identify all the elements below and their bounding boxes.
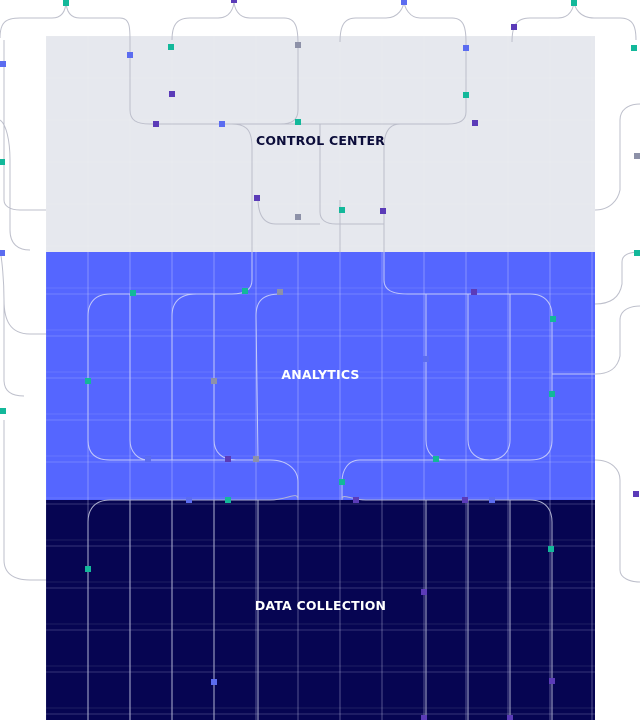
- data-node: [0, 61, 6, 67]
- connector-line: [341, 252, 553, 500]
- connector-line: [3, 299, 46, 335]
- data-node: [85, 378, 91, 384]
- data-node: [242, 288, 248, 294]
- connector-line: [383, 123, 401, 252]
- data-node: [401, 0, 407, 5]
- connector-line: [257, 197, 320, 225]
- connector-line: [594, 103, 640, 211]
- data-node: [631, 45, 637, 51]
- connector-line: [3, 40, 46, 211]
- data-node: [634, 153, 640, 159]
- data-node: [511, 24, 517, 30]
- connector-line: [594, 459, 640, 583]
- connector-line: [171, 0, 235, 41]
- connector-line: [467, 294, 491, 461]
- data-node: [231, 0, 237, 3]
- data-node: [254, 195, 260, 201]
- data-node: [169, 91, 175, 97]
- data-node: [339, 479, 345, 485]
- data-node: [225, 497, 231, 503]
- layer-analytics: [46, 252, 595, 500]
- connector-line: [3, 420, 46, 581]
- connector-line: [341, 495, 553, 720]
- data-node: [634, 250, 640, 256]
- connector-line: [232, 0, 299, 125]
- connector-line: [231, 123, 253, 252]
- data-node: [423, 356, 429, 362]
- data-node: [548, 546, 554, 552]
- data-node: [295, 214, 301, 220]
- data-node: [633, 491, 639, 497]
- connector-line: [0, 0, 67, 39]
- data-node: [219, 121, 225, 127]
- connector-line: [319, 124, 384, 225]
- connector-line: [129, 294, 149, 461]
- connector-line: [489, 294, 511, 461]
- data-node: [277, 289, 283, 295]
- data-node: [0, 159, 5, 165]
- data-node: [0, 250, 5, 256]
- connector-line: [171, 293, 197, 461]
- data-node: [168, 44, 174, 50]
- data-node: [211, 378, 217, 384]
- data-node: [153, 121, 159, 127]
- data-node: [549, 678, 555, 684]
- data-node: [463, 45, 469, 51]
- data-node: [225, 456, 231, 462]
- data-node: [253, 456, 259, 462]
- connector-line: [400, 0, 467, 125]
- connector-line: [573, 0, 637, 41]
- data-node: [127, 52, 133, 58]
- data-node: [421, 715, 427, 720]
- connector-line: [425, 294, 447, 461]
- data-node: [421, 589, 427, 595]
- data-node: [339, 207, 345, 213]
- data-node: [472, 120, 478, 126]
- connector-line: [0, 119, 31, 251]
- data-node: [463, 92, 469, 98]
- data-node: [130, 290, 136, 296]
- data-node: [380, 208, 386, 214]
- data-node: [353, 497, 359, 503]
- data-node: [550, 316, 556, 322]
- data-node: [63, 0, 69, 6]
- connector-line: [0, 249, 25, 397]
- data-node: [0, 408, 6, 414]
- data-node: [295, 119, 301, 125]
- data-node: [186, 497, 192, 503]
- data-node: [145, 456, 151, 462]
- data-node: [462, 497, 468, 503]
- connector-line: [255, 293, 281, 461]
- data-node: [211, 679, 217, 685]
- connector-line: [594, 251, 640, 305]
- connector-line: [594, 305, 640, 375]
- data-node: [85, 566, 91, 572]
- data-node: [571, 0, 577, 6]
- data-node: [549, 391, 555, 397]
- connector-line: [87, 495, 299, 720]
- data-node: [471, 289, 477, 295]
- connector-line: [339, 0, 405, 43]
- connector-line: [65, 0, 151, 125]
- data-node: [489, 497, 495, 503]
- data-node: [433, 456, 439, 462]
- layer-data-collection: [46, 500, 595, 720]
- data-node: [507, 715, 513, 720]
- data-node: [295, 42, 301, 48]
